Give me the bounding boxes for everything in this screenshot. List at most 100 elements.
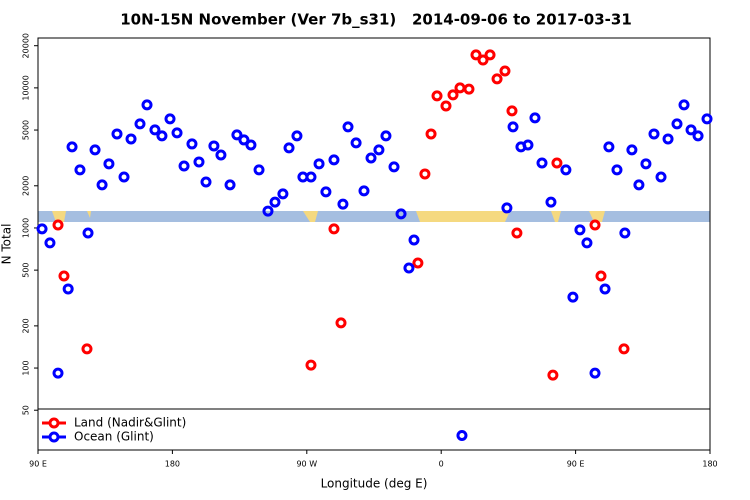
- point: [581, 237, 593, 249]
- x-axis-label: Longitude (deg E): [321, 477, 428, 491]
- point: [499, 65, 511, 77]
- x-tick-label: 90 E: [567, 460, 585, 469]
- y-tick-label: 500: [22, 262, 31, 277]
- land-shape: [416, 211, 510, 222]
- point: [484, 49, 496, 61]
- point: [358, 185, 370, 197]
- point: [193, 156, 205, 168]
- point: [313, 158, 325, 170]
- point: [501, 202, 513, 214]
- x-tick-label: 0: [439, 460, 444, 469]
- y-tick-label: 50: [22, 405, 31, 415]
- point: [395, 208, 407, 220]
- point: [224, 179, 236, 191]
- legend-swatch-point: [48, 417, 60, 429]
- point: [171, 127, 183, 139]
- point: [671, 118, 683, 130]
- y-axis-label: N Total: [0, 224, 14, 265]
- point: [599, 283, 611, 295]
- y-tick-label: 20000: [22, 33, 31, 58]
- point: [692, 130, 704, 142]
- point: [685, 124, 697, 136]
- y-tick-label: 1000: [22, 218, 31, 238]
- point: [447, 89, 459, 101]
- point: [655, 171, 667, 183]
- y-tick-label: 200: [22, 318, 31, 333]
- x-tick-label: 180: [702, 460, 717, 469]
- point: [425, 128, 437, 140]
- point: [342, 121, 354, 133]
- point: [619, 227, 631, 239]
- point: [149, 124, 161, 136]
- point: [545, 196, 557, 208]
- point: [529, 112, 541, 124]
- point: [589, 367, 601, 379]
- point: [560, 164, 572, 176]
- point: [291, 130, 303, 142]
- point: [337, 198, 349, 210]
- point: [454, 82, 466, 94]
- point: [178, 160, 190, 172]
- y-tick-label: 10000: [22, 75, 31, 100]
- point: [52, 219, 64, 231]
- point: [350, 137, 362, 149]
- point: [103, 158, 115, 170]
- chart-title: 10N-15N November (Ver 7b_s31) 2014-09-06…: [120, 11, 632, 29]
- point: [89, 144, 101, 156]
- point: [245, 139, 257, 151]
- point: [603, 141, 615, 153]
- point: [269, 196, 281, 208]
- point: [305, 171, 317, 183]
- point: [365, 152, 377, 164]
- point: [66, 141, 78, 153]
- land-shape: [551, 211, 561, 222]
- point: [74, 164, 86, 176]
- point: [81, 343, 93, 355]
- point: [463, 83, 475, 95]
- point: [633, 179, 645, 191]
- point: [96, 179, 108, 191]
- point: [238, 134, 250, 146]
- point: [253, 164, 265, 176]
- point: [44, 237, 56, 249]
- legend-swatch-point: [48, 431, 60, 443]
- point: [595, 270, 607, 282]
- y-tick-label: 2000: [22, 176, 31, 196]
- point: [200, 176, 212, 188]
- point: [618, 343, 630, 355]
- x-tick-label: 90 E: [29, 460, 47, 469]
- point: [511, 227, 523, 239]
- point: [58, 270, 70, 282]
- point: [335, 317, 347, 329]
- point: [506, 105, 518, 117]
- point: [277, 188, 289, 200]
- point: [456, 429, 468, 441]
- point: [536, 157, 548, 169]
- point: [662, 133, 674, 145]
- point: [215, 149, 227, 161]
- point: [522, 139, 534, 151]
- plot-frame: [37, 37, 711, 451]
- point: [491, 73, 503, 85]
- point: [574, 224, 586, 236]
- point: [328, 223, 340, 235]
- point: [328, 154, 340, 166]
- point: [134, 118, 146, 130]
- legend-label: Land (Nadir&Glint): [74, 416, 186, 430]
- point: [262, 205, 274, 217]
- point: [547, 369, 559, 381]
- point: [431, 90, 443, 102]
- point: [403, 262, 415, 274]
- point: [208, 140, 220, 152]
- point: [111, 128, 123, 140]
- point: [440, 100, 452, 112]
- point: [141, 99, 153, 111]
- land-shape: [589, 211, 605, 222]
- point: [626, 144, 638, 156]
- point: [186, 138, 198, 150]
- y-tick-label: 100: [22, 360, 31, 375]
- point: [648, 128, 660, 140]
- ocean-band: [38, 211, 710, 222]
